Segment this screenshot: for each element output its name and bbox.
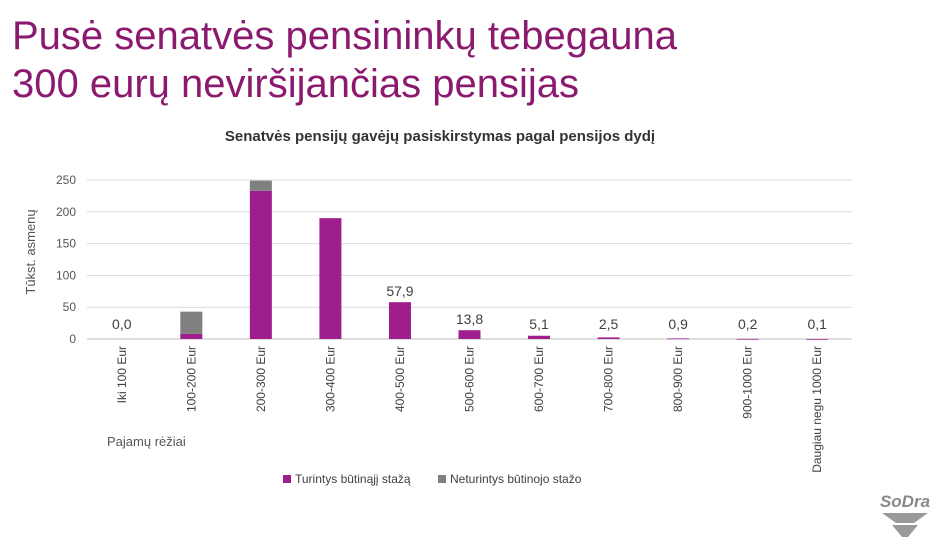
y-axis-label: Tūkst. asmenų [23, 209, 38, 294]
x-tick-label: 800-900 Eur [671, 346, 685, 412]
svg-text:SoDra: SoDra [880, 492, 930, 511]
legend-label-1: Neturintys būtinojo stažo [450, 472, 582, 486]
data-label: 13,8 [456, 311, 483, 327]
data-labels: 0,0 57,9 13,8 5,1 2,5 0,9 0,2 0,1 [112, 283, 827, 332]
y-tick-label: 100 [56, 268, 76, 282]
legend: Turintys būtinąjį stažą Neturintys būtino… [283, 472, 582, 486]
chart-title: Senatvės pensijų gavėjų pasiskirstymas p… [225, 128, 655, 145]
data-label: 5,1 [529, 316, 549, 332]
data-label: 2,5 [599, 316, 619, 332]
bar-without-service-2 [249, 180, 272, 191]
slide-title-line-2: 300 eurų neviršijančias pensijas [12, 62, 579, 106]
x-tick-label: 300-400 Eur [323, 346, 337, 412]
bar-with-service-2 [249, 190, 272, 339]
x-tick-label: 900-1000 Eur [741, 346, 755, 419]
x-tick-label: 400-500 Eur [393, 346, 407, 412]
slide-title: Pusė senatvės pensininkų tebegauna 300 e… [12, 12, 677, 108]
y-tick-label: 50 [63, 300, 77, 314]
bar-without-service-1 [180, 311, 203, 334]
bar-with-service-4 [388, 302, 411, 339]
x-tick-label: 200-300 Eur [254, 346, 268, 412]
data-label: 0,9 [668, 316, 688, 332]
bars [180, 180, 829, 340]
bar-with-service-7 [597, 337, 620, 339]
y-tick-label: 150 [56, 237, 76, 251]
x-axis-ticks: Iki 100 Eur 100-200 Eur 200-300 Eur 300-400… [115, 346, 824, 473]
legend-label-0: Turintys būtinąjį stažą [295, 472, 411, 486]
legend-swatch-0 [283, 475, 291, 483]
legend-swatch-1 [438, 475, 446, 483]
data-label: 0,0 [112, 316, 132, 332]
data-label: 57,9 [386, 283, 413, 299]
slide-title-line-1: Pusė senatvės pensininkų tebegauna [12, 14, 677, 58]
x-axis-label: Pajamų rėžiai [107, 434, 186, 449]
y-tick-label: 200 [56, 205, 76, 219]
y-tick-label: 250 [56, 173, 76, 187]
bar-with-service-1 [180, 333, 203, 339]
bar-with-service-3 [319, 218, 342, 339]
data-label: 0,2 [738, 316, 758, 332]
x-tick-label: 600-700 Eur [532, 346, 546, 412]
x-tick-label: Iki 100 Eur [115, 346, 129, 403]
bar-with-service-8 [667, 338, 690, 340]
y-tick-label: 0 [69, 332, 76, 346]
bar-with-service-5 [458, 330, 481, 339]
bar-with-service-9 [736, 338, 759, 340]
sodra-logo: SoDra [870, 491, 940, 543]
bar-with-service-6 [528, 335, 551, 339]
x-tick-label: 700-800 Eur [602, 346, 616, 412]
y-axis-ticks: 0 50 100 150 200 250 [56, 173, 76, 346]
data-label: 0,1 [807, 316, 827, 332]
x-tick-label: 100-200 Eur [184, 346, 198, 412]
x-tick-label: 500-600 Eur [463, 346, 477, 412]
x-tick-label: Daugiau negu 1000 Eur [810, 346, 824, 473]
bar-with-service-10 [806, 338, 829, 340]
